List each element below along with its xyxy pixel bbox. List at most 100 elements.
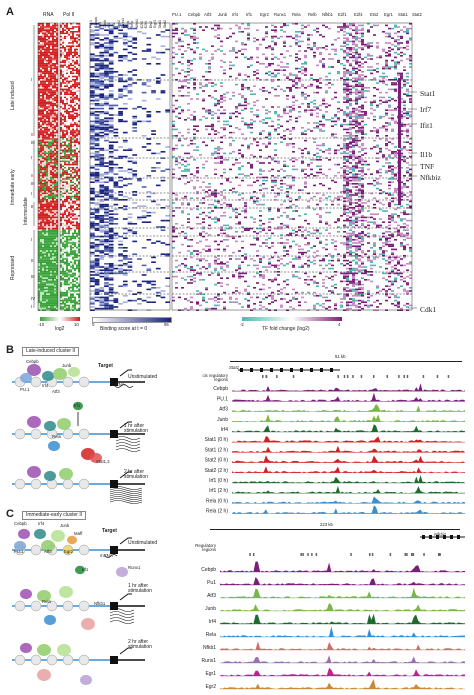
rna-cell	[56, 181, 58, 183]
rna-cell	[38, 194, 40, 196]
pol2-cell	[64, 40, 66, 43]
pol2-cell	[68, 91, 70, 94]
pol2-cell	[78, 263, 80, 265]
pol2-cell	[62, 261, 64, 263]
pol2-cell	[62, 269, 64, 271]
pol2-cell	[64, 157, 66, 159]
rna-cell	[56, 79, 58, 81]
rna-cell	[50, 227, 52, 230]
rna-cell	[56, 184, 58, 187]
pol2-cell	[78, 48, 80, 51]
pol2-cell	[64, 176, 66, 179]
tf-cell	[376, 47, 379, 49]
rna-cell	[40, 234, 42, 236]
rna-cell	[38, 304, 40, 307]
rna-cell	[40, 151, 42, 153]
pol2-cell	[70, 101, 72, 103]
rna-cell	[42, 149, 44, 151]
pol2-cell	[60, 256, 62, 259]
pol2-cell	[66, 34, 68, 36]
rna-cell	[50, 154, 52, 156]
binding-cell	[118, 77, 123, 79]
rna-cell	[48, 264, 50, 267]
rna-cell	[50, 181, 52, 183]
rna-cell	[40, 144, 42, 147]
pol2-cell	[78, 227, 80, 230]
pol2-cell	[70, 178, 72, 180]
tf-cell	[379, 55, 382, 57]
pol2-cell	[60, 82, 62, 84]
pol2-cell	[64, 96, 66, 99]
tf-cell	[337, 59, 340, 62]
pol2-cell	[68, 285, 70, 287]
pol2-cell	[68, 295, 70, 297]
binding-cell	[141, 120, 147, 123]
tf-cell	[274, 29, 277, 31]
pol2-cell	[70, 163, 72, 166]
binding-cell	[99, 24, 105, 27]
rna-cell	[40, 136, 42, 139]
pol2-cell	[62, 133, 64, 135]
pol2-cell	[62, 304, 64, 307]
tf-cell	[304, 26, 307, 28]
rna-cell	[40, 123, 42, 126]
pol2-cell	[60, 179, 62, 182]
tf-cell	[319, 53, 322, 55]
rna-cell	[50, 141, 52, 143]
binding-cell	[108, 90, 114, 92]
pol2-cell	[66, 91, 68, 94]
pol2-cell	[76, 288, 78, 291]
pol2-cell	[78, 112, 80, 115]
pol2-cell	[68, 290, 70, 292]
pol2-cell	[74, 191, 76, 193]
binding-cell	[113, 184, 119, 187]
pol2-cell	[70, 269, 72, 271]
binding-cell	[99, 250, 105, 252]
rna-cell	[50, 74, 52, 76]
rna-cell	[52, 154, 54, 156]
pol2-cell	[66, 79, 68, 81]
pol2-cell	[62, 147, 64, 150]
rna-cell	[54, 181, 56, 183]
tf-cell	[247, 37, 250, 39]
rna-cell	[44, 255, 46, 257]
binding-cell	[104, 45, 109, 47]
rna-cell	[52, 293, 54, 295]
rna-cell	[54, 131, 56, 134]
pol2-cell	[68, 242, 70, 244]
rna-cell	[50, 299, 52, 302]
pol2-cell	[76, 272, 78, 275]
rna-cell	[54, 247, 56, 249]
binding-cell	[90, 103, 95, 105]
binding-cell	[113, 37, 119, 39]
binding-cell	[165, 253, 170, 255]
binding-cell	[104, 189, 109, 191]
binding-cell	[108, 43, 114, 46]
pol2-cell	[62, 99, 64, 102]
pol2-cell	[68, 291, 70, 294]
pol2-cell	[76, 239, 78, 241]
tf-cell	[241, 42, 244, 44]
binding-cell	[94, 63, 100, 65]
pol2-cell	[62, 90, 64, 92]
pol2-cell	[70, 136, 72, 139]
pol2-cell	[76, 261, 78, 263]
binding-cell	[113, 114, 119, 116]
rna-cell	[56, 231, 58, 233]
rna-cell	[42, 24, 44, 27]
pol2-cell	[78, 189, 80, 191]
tf-cell	[265, 32, 268, 35]
pol2-cell	[72, 226, 74, 228]
pol2-cell	[64, 250, 66, 252]
pol2-cell	[76, 303, 78, 305]
rna-cell	[40, 51, 42, 54]
rna-cell	[42, 277, 44, 279]
pol2-cell	[76, 127, 78, 129]
pol2-cell	[76, 307, 78, 310]
rna-cell	[46, 66, 48, 68]
pol2-cell	[62, 151, 64, 153]
pol2-cell	[68, 243, 70, 246]
pol2-cell	[74, 77, 76, 79]
binding-cell	[90, 35, 95, 38]
rna-cell	[42, 107, 44, 110]
